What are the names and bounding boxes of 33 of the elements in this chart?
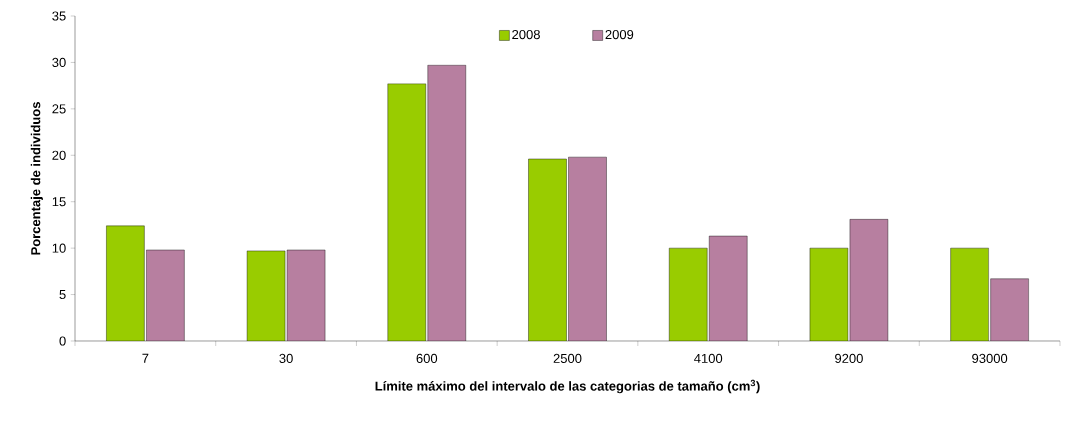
bar (990, 278, 1029, 341)
x-tick-label: 600 (416, 353, 438, 363)
x-tick-label: 93000 (972, 353, 1008, 363)
y-tick-label: 5 (59, 290, 66, 300)
y-tick-label: 15 (52, 197, 66, 207)
x-axis-title: Límite máximo del intervalo de las categorias de tamaño (cm$^{3}$) (375, 379, 760, 394)
y-tick-label: 25 (52, 104, 66, 114)
y-tick-label: 30 (52, 57, 66, 68)
x-tick-label: 9200 (835, 353, 863, 363)
bar (669, 248, 708, 341)
bar (427, 65, 466, 341)
y-tick-label: 20 (52, 150, 66, 160)
bar (247, 250, 286, 341)
y-tick-label: 10 (52, 243, 66, 253)
x-tick-label: 7 (142, 353, 149, 363)
legend-label: 2009 (605, 29, 634, 40)
x-tick-label: 4100 (694, 353, 723, 363)
bar (568, 157, 607, 341)
bar (809, 248, 848, 341)
y-tick-label: 35 (52, 11, 66, 21)
bar (146, 249, 185, 341)
legend-label: 2008 (512, 29, 540, 40)
bar (387, 83, 426, 341)
y-axis-title: Porcentaje de individuos (30, 102, 43, 255)
x-tick-label: 30 (279, 353, 293, 363)
x-tick-label: 2500 (553, 353, 582, 363)
y-tick-label: 0 (59, 336, 66, 346)
bar (709, 236, 748, 341)
bar (528, 158, 567, 341)
bar (106, 225, 145, 341)
bar (950, 247, 989, 341)
bar (287, 249, 326, 341)
bar (849, 219, 888, 341)
